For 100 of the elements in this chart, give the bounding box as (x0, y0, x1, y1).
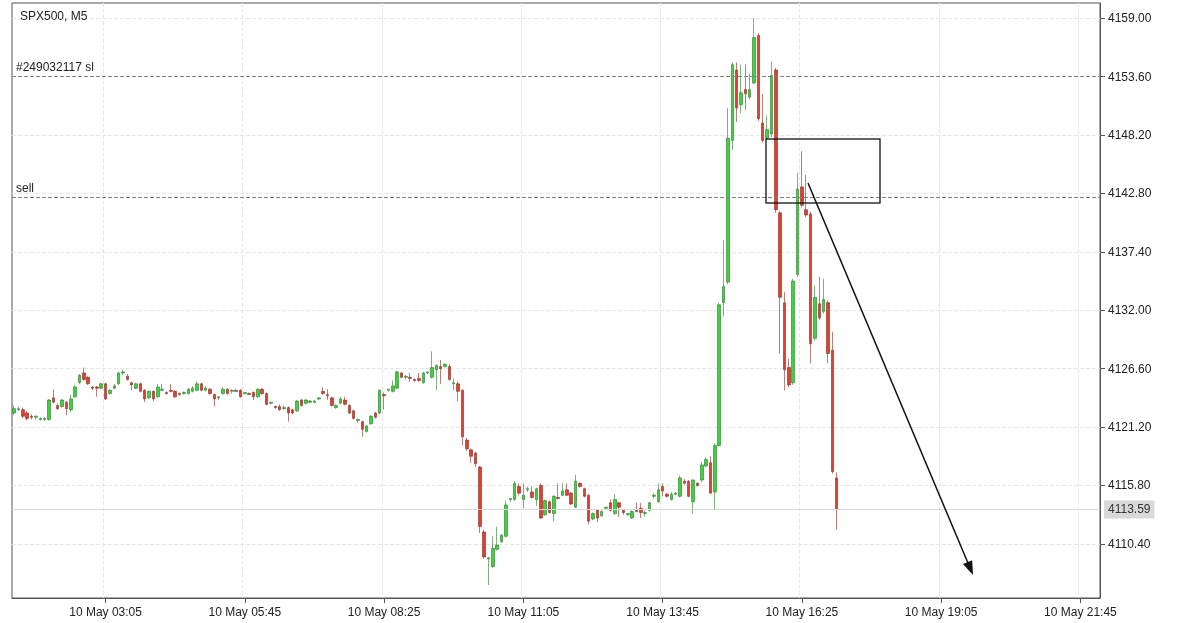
candlestick (400, 371, 403, 379)
candlestick (243, 392, 247, 395)
x-tick-label: 10 May 16:25 (765, 605, 839, 619)
candlestick (578, 481, 582, 488)
candlestick (517, 483, 521, 496)
candlestick (613, 493, 617, 515)
candlestick (147, 389, 151, 400)
candlestick (278, 404, 281, 412)
candlestick (217, 396, 220, 401)
candlestick (365, 424, 368, 433)
candlestick (73, 384, 77, 399)
candlestick (513, 480, 516, 501)
candlestick (543, 499, 547, 517)
candlestick (221, 386, 225, 395)
candlestick (60, 398, 64, 408)
candlestick (317, 397, 321, 401)
candlestick (700, 461, 704, 483)
candlestick (591, 512, 595, 521)
candlestick (670, 491, 673, 501)
candlestick (208, 387, 212, 395)
candlestick (195, 381, 199, 392)
candlestick (678, 475, 682, 498)
candlestick (378, 388, 381, 415)
candlestick (108, 388, 112, 395)
y-tick-label: 4142.80 (1108, 186, 1152, 201)
y-tick-label: 4148.20 (1108, 127, 1152, 142)
candlestick (308, 399, 312, 404)
candlestick (39, 417, 42, 421)
candlestick (443, 362, 447, 368)
candlestick (600, 510, 603, 518)
candlestick (596, 508, 599, 523)
candlestick (665, 492, 669, 498)
x-tick-label: 10 May 13:45 (626, 605, 700, 619)
candlestick (548, 500, 551, 514)
candlestick (744, 64, 747, 111)
y-tick-label: 4153.60 (1108, 69, 1152, 84)
candlestick (304, 398, 308, 405)
candlestick (556, 483, 560, 500)
candlestick (535, 487, 538, 507)
candlestick (104, 382, 107, 401)
candlestick (326, 388, 329, 401)
candlestick (761, 93, 764, 143)
candlestick (343, 396, 347, 406)
candlestick (791, 278, 795, 386)
candlestick (12, 405, 16, 416)
candlestick (339, 396, 342, 405)
candlestick (330, 396, 334, 407)
candlestick (69, 394, 73, 413)
candlestick (691, 478, 695, 514)
candlestick (226, 387, 229, 395)
candlestick (813, 285, 817, 341)
candlestick (530, 486, 534, 499)
candlestick (622, 508, 625, 515)
candlestick (95, 385, 99, 398)
candlestick (25, 410, 29, 421)
ref-line-label: sell (16, 180, 35, 195)
candlestick (604, 506, 608, 510)
candlestick (778, 210, 782, 354)
candlestick (408, 372, 412, 382)
candlestick (709, 455, 712, 495)
candlestick (478, 465, 482, 534)
candlestick (182, 391, 186, 395)
candlestick (822, 278, 825, 314)
candlestick (356, 418, 360, 424)
candlestick (382, 392, 386, 411)
candlestick (552, 494, 556, 522)
candlestick (735, 62, 738, 123)
candlestick (269, 401, 273, 405)
candlestick (696, 481, 699, 487)
candlestick (796, 172, 799, 277)
candlestick (21, 407, 25, 419)
y-tick-label: 4137.40 (1108, 244, 1152, 259)
x-tick-label: 10 May 21:45 (1044, 605, 1118, 619)
candlestick (152, 389, 155, 402)
candlestick (126, 373, 129, 381)
candlestick (321, 386, 325, 395)
candlestick (156, 383, 160, 399)
candlestick (448, 364, 451, 381)
x-tick-label: 10 May 08:25 (347, 605, 421, 619)
candlestick (739, 64, 743, 114)
y-tick-label: 4110.40 (1108, 536, 1151, 551)
candlestick (465, 437, 469, 452)
candlestick (256, 387, 260, 399)
candlestick (630, 510, 634, 520)
candlestick (287, 406, 290, 422)
text: SPX500, M5 (20, 9, 88, 23)
candlestick (165, 391, 168, 395)
candlestick (661, 483, 664, 497)
candlestick (643, 510, 647, 518)
candlestick (204, 385, 207, 392)
candlestick (818, 276, 821, 321)
candlestick (52, 388, 55, 404)
candlestick (395, 370, 399, 390)
candlestick (47, 398, 51, 421)
candlestick (722, 239, 725, 318)
candlestick (334, 404, 338, 409)
candlestick (748, 73, 751, 100)
candlestick (65, 400, 68, 416)
candlestick (687, 479, 690, 498)
x-tick-label: 10 May 11:05 (487, 605, 560, 619)
